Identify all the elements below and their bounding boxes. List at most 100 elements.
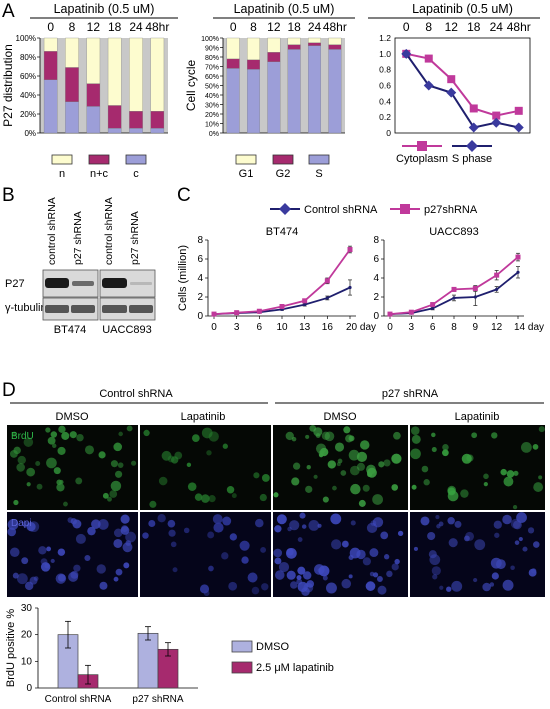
blot-band <box>45 305 69 313</box>
cell-nucleus <box>448 538 458 548</box>
cell-nucleus <box>533 482 544 492</box>
legend-marker-p27 <box>400 204 410 214</box>
y-tick-label: 2 <box>373 292 379 303</box>
cell-nucleus <box>296 578 303 585</box>
micro-group-header-control: Control shRNA <box>99 388 173 400</box>
cell-nucleus <box>383 459 391 467</box>
cell-nucleus <box>290 581 298 589</box>
data-point-p27shrna <box>256 308 262 314</box>
cell-nucleus <box>96 564 106 574</box>
bar-n-c <box>150 111 165 129</box>
blot-col-label-1: control shRNA <box>46 197 58 265</box>
cell-nucleus <box>28 521 40 533</box>
cell-nucleus <box>411 434 421 444</box>
data-point-p27shrna <box>234 310 240 316</box>
cell-nucleus <box>473 577 478 583</box>
cell-nucleus <box>9 547 20 558</box>
chart-p27-distribution: Lapatinib (0.5 uM)0 8 12 18 24 48hr 0% 20% 40% 60… <box>1 2 178 138</box>
cell-nucleus <box>494 532 500 538</box>
y-tick-label: 30 <box>21 603 33 614</box>
data-point-p27shrna <box>211 311 217 317</box>
cell-nucleus <box>299 512 306 519</box>
cell-nucleus <box>12 572 19 579</box>
cell-nucleus <box>7 527 17 537</box>
blot-col-label-4: p27 shRNA <box>129 211 141 265</box>
y-tick-label: 2 <box>197 292 203 303</box>
cell-nucleus <box>366 467 377 478</box>
cell-nucleus <box>369 548 379 558</box>
micro-row-label-brdu: BrdU <box>11 431 34 442</box>
x-tick-label: 8 <box>69 20 76 34</box>
cell-nucleus <box>170 541 177 548</box>
y-axis-label: BrdU positive % <box>5 609 17 687</box>
blot-band <box>102 278 127 288</box>
chart-title: BT474 <box>266 226 298 238</box>
legend-label-lapatinib: 2.5 μM lapatinib <box>256 662 334 674</box>
blot-band <box>45 278 69 288</box>
cell-nucleus <box>532 444 539 450</box>
bar-n <box>107 128 122 134</box>
cell-nucleus <box>431 447 437 453</box>
data-point-control <box>303 303 307 307</box>
cell-nucleus <box>231 493 237 499</box>
legend-marker-sphase <box>466 140 478 152</box>
cell-nucleus <box>13 446 21 455</box>
blot-band <box>130 282 152 285</box>
cell-nucleus <box>330 513 342 525</box>
plot-frame <box>394 37 531 134</box>
legend-label-control: Control shRNA <box>304 204 378 216</box>
legend-swatch-dmso <box>231 640 253 653</box>
cell-nucleus <box>413 546 418 551</box>
cell-nucleus <box>442 444 449 451</box>
bar-s <box>287 37 301 45</box>
legend-label-cytoplasm: Cytoplasm <box>396 153 448 165</box>
x-tick-label: 48hr <box>323 20 347 34</box>
x-tick-label: 0 <box>230 20 237 34</box>
x-tick-label: 0 <box>211 322 217 333</box>
cell-nucleus <box>327 460 336 469</box>
data-point-control <box>495 287 499 291</box>
y-tick-label: 4 <box>373 273 379 284</box>
cell-nucleus <box>527 527 535 534</box>
cell-nucleus <box>362 484 370 492</box>
data-point-cytoplasm <box>492 111 501 120</box>
legend-a3: Cytoplasm S phase <box>396 140 492 165</box>
bar-g2 <box>328 44 342 50</box>
cell-nucleus <box>38 546 47 555</box>
micro-col-label-lapatinib: Lapatinib <box>455 411 500 423</box>
cell-nucleus <box>23 437 34 447</box>
cell-nucleus <box>241 556 249 564</box>
y-tick-label: 60% <box>205 74 219 81</box>
blot-band <box>102 305 127 313</box>
bar-s <box>267 37 281 53</box>
data-point-control <box>348 285 352 290</box>
cell-nucleus <box>183 527 190 534</box>
cell-nucleus <box>410 426 420 435</box>
cell-nucleus <box>340 470 347 476</box>
bar-s <box>247 37 260 61</box>
legend-label-s: S <box>315 168 322 180</box>
bar-n <box>65 101 79 134</box>
legend-label-n: n <box>59 168 65 180</box>
cell-nucleus <box>113 528 123 538</box>
cell-nucleus <box>500 468 507 476</box>
cell-nucleus <box>17 455 26 465</box>
y-tick-label: 0.8 <box>379 65 391 75</box>
cell-nucleus <box>35 461 41 467</box>
data-point-sphase <box>423 80 434 91</box>
cell-nucleus <box>411 484 417 490</box>
cell-nucleus <box>167 519 176 528</box>
x-tick-label: 8 <box>425 20 432 34</box>
y-tick-label: 50% <box>205 84 219 91</box>
data-point-p27shrna <box>347 247 353 252</box>
x-tick-label: 24 <box>129 20 143 34</box>
cell-nucleus <box>208 431 219 442</box>
cell-nucleus <box>439 585 444 590</box>
bar-n-c <box>129 111 143 129</box>
cell-nucleus <box>16 463 25 472</box>
legend-a1: n n+c c <box>51 154 147 180</box>
cell-nucleus <box>491 572 499 580</box>
bar-dmso <box>137 632 159 689</box>
y-tick-label: 0 <box>386 128 391 138</box>
